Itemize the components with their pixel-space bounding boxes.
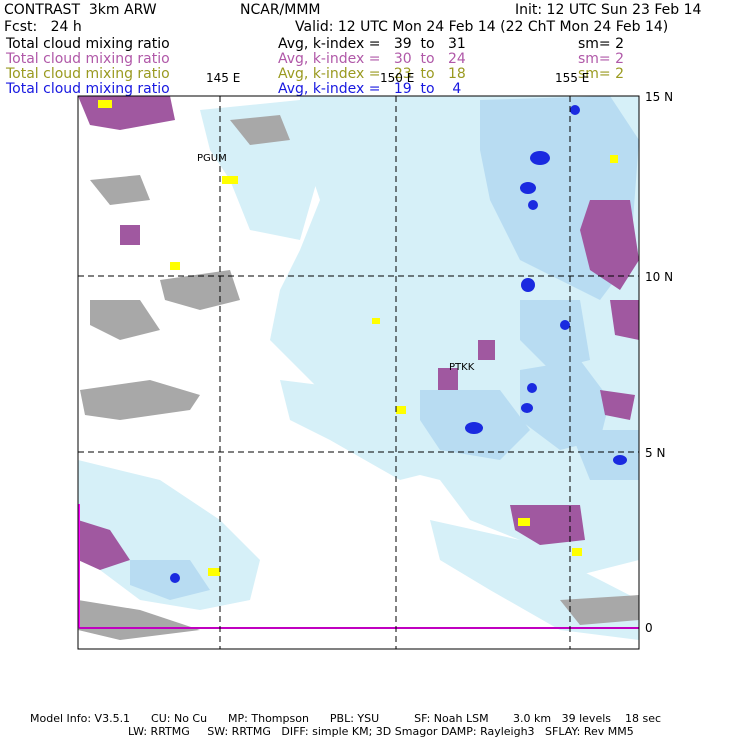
lat-label-15n: 15 N: [645, 90, 673, 104]
lon-label-155: 155 E: [555, 71, 589, 85]
field-name-1: Total cloud mixing ratio: [6, 36, 170, 52]
lat-label-10n: 10 N: [645, 270, 673, 284]
field-range-3: Avg, k-index = 23 to 18: [278, 66, 466, 82]
footer-model-info: Model Info: V3.5.1 CU: No Cu MP: Thompso…: [30, 712, 662, 725]
lon-label-145: 145 E: [206, 71, 240, 85]
station-ptkk: PTKK: [449, 362, 475, 373]
field-sm-3: sm= 2: [578, 66, 625, 82]
forecast-hour: Fcst: 24 h: [4, 19, 82, 35]
lon-label-150: 150 E: [380, 71, 414, 85]
map-panel: [77, 95, 640, 650]
field-name-2: Total cloud mixing ratio: [6, 51, 170, 67]
field-sm-1: sm= 2: [578, 36, 625, 52]
field-range-1: Avg, k-index = 39 to 31: [278, 36, 466, 52]
field-range-2: Avg, k-index = 30 to 24: [278, 51, 466, 67]
field-range-4: Avg, k-index = 19 to 4: [278, 81, 462, 97]
field-name-4: Total cloud mixing ratio: [6, 81, 170, 97]
field-name-3: Total cloud mixing ratio: [6, 66, 170, 82]
org-label: NCAR/MMM: [240, 2, 321, 18]
valid-time: Valid: 12 UTC Mon 24 Feb 14 (22 ChT Mon …: [295, 19, 669, 35]
footer-physics-info: LW: RRTMG SW: RRTMG DIFF: simple KM; 3D …: [128, 725, 634, 738]
lat-label-0: 0: [645, 621, 653, 635]
model-title: CONTRAST 3km ARW: [4, 2, 157, 18]
field-sm-2: sm= 2: [578, 51, 625, 67]
init-time: Init: 12 UTC Sun 23 Feb 14: [515, 2, 702, 18]
lat-label-5n: 5 N: [645, 446, 665, 460]
station-pgum: PGUM: [197, 153, 227, 164]
